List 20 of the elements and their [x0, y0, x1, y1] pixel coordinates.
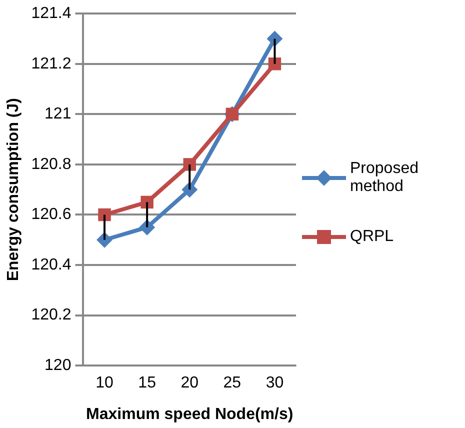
y-tick-label: 120.4	[31, 256, 72, 274]
point	[98, 208, 111, 222]
y-tick-label: 120.2	[31, 306, 72, 324]
point	[140, 196, 154, 209]
legend-label: QRPL	[350, 228, 394, 246]
x-axis-title: Maximum speed Node(m/s)	[86, 406, 294, 423]
y-tick-label: 120.6	[31, 206, 72, 224]
y-tick-label: 121.2	[31, 55, 72, 72]
y-axis-title: Energy consumption (J)	[5, 98, 22, 282]
y-tick-label: 120.8	[31, 156, 72, 173]
legend-label: Proposed method	[350, 160, 420, 196]
x-tick-label: 30	[266, 374, 284, 392]
x-tick-label: 15	[138, 374, 156, 392]
x-tick-label: 10	[96, 374, 114, 392]
y-tick-label: 121	[44, 106, 72, 123]
point	[183, 158, 196, 171]
y-tick-label: 120	[44, 357, 72, 374]
x-tick-label: 20	[180, 374, 199, 392]
y-tick-label: 121.4	[31, 5, 72, 22]
x-tick-label: 25	[223, 374, 242, 392]
